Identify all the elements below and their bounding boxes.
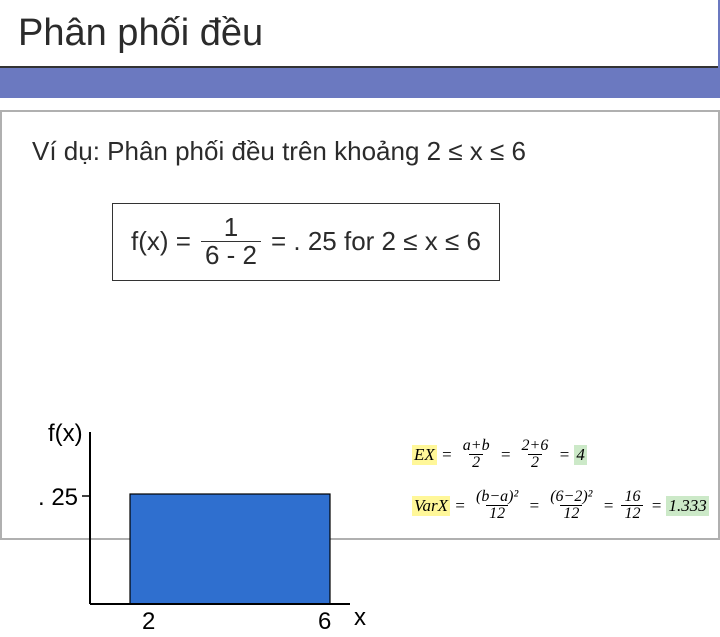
formula-rhs: = . 25 for 2 ≤ x ≤ 6 [271,226,481,257]
eq-text: = [554,445,574,465]
example-line: Ví dụ: Phân phối đều trên khoảng 2 ≤ x ≤… [32,136,688,167]
fx-axis-label: f(x) [48,420,83,448]
uniform-bar [130,494,330,604]
eq-ex: EX = a+b 2 = 2+6 2 = 4 [412,438,692,471]
var-f3n: 16 [621,489,643,505]
formula-box: f(x) = 1 6 - 2 = . 25 for 2 ≤ x ≤ 6 [112,203,500,281]
ex-f2d: 2 [528,454,542,471]
slide: Phân phối đều Ví dụ: Phân phối đều trên … [0,0,720,540]
ex-f1d: 2 [469,454,483,471]
ex-frac2: 2+6 2 [519,438,552,471]
var-frac3: 16 12 [621,489,643,522]
var-lhs: VarX [412,496,450,516]
var-frac1: (b−a)² 12 [473,489,521,522]
x-axis-label: x [354,604,366,632]
formula-lhs: f(x) = [131,226,191,257]
eq-text: = [437,445,457,465]
title-inner: Phân phối đều [0,0,718,68]
ex-lhs: EX [412,445,437,465]
equations-block: EX = a+b 2 = 2+6 2 = 4 VarX = (b−a [412,438,692,540]
ytick-label: . 25 [38,484,78,512]
var-result: 1.333 [666,496,708,516]
content-area: Ví dụ: Phân phối đều trên khoảng 2 ≤ x ≤… [0,110,720,540]
eq-text: = [524,496,544,516]
ex-result: 4 [574,445,587,465]
var-f3d: 12 [621,505,643,522]
eq-text: = [598,496,618,516]
eq-var: VarX = (b−a)² 12 = (6−2)² 12 = 16 12 = [412,489,692,522]
xtick-end: 6 [318,608,331,636]
uniform-chart: f(x) . 25 2 6 x [30,432,410,632]
title-band: Phân phối đều [0,0,720,98]
ex-f1n: a+b [460,438,493,454]
eq-text: = [450,496,470,516]
var-f1d: 12 [486,505,508,522]
frac-denominator: 6 - 2 [201,241,261,269]
eq-text: = [646,496,666,516]
eq-text: = [496,445,516,465]
xtick-start: 2 [142,608,155,636]
var-f1n: (b−a)² [473,489,521,505]
slide-title: Phân phối đều [18,12,263,55]
var-frac2: (6−2)² 12 [547,489,595,522]
formula-row: f(x) = 1 6 - 2 = . 25 for 2 ≤ x ≤ 6 [131,214,481,270]
chart-svg [30,432,390,632]
formula-fraction: 1 6 - 2 [201,214,261,270]
ex-frac1: a+b 2 [460,438,493,471]
var-f2d: 12 [560,505,582,522]
ex-f2n: 2+6 [519,438,552,454]
frac-numerator: 1 [220,214,242,241]
var-f2n: (6−2)² [547,489,595,505]
